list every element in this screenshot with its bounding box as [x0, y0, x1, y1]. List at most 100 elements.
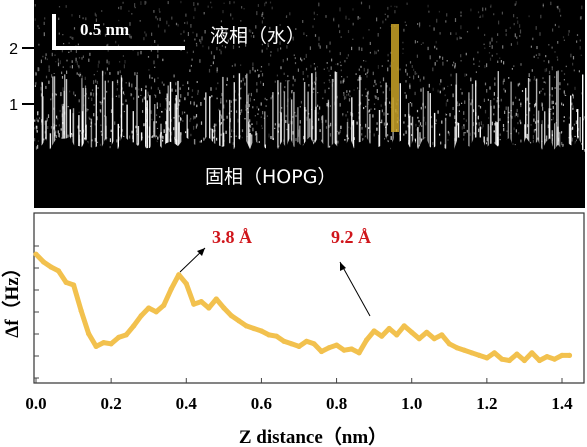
data-point	[273, 333, 280, 339]
data-point	[93, 343, 99, 349]
series-points	[33, 251, 573, 364]
x-tick-label: 0.6	[251, 394, 272, 413]
x-axis-ticks: 0.0 0.2 0.4 0.6 0.8 1.0 1.2 1.4	[25, 378, 573, 413]
afm-image-panel: 2 1 0.5 nm 液相（水） 固相（HOPG）	[9, 0, 586, 208]
data-point	[326, 345, 332, 351]
y-axis-label: Δf（Hz）	[0, 258, 23, 337]
solid-phase-region	[34, 136, 584, 208]
data-point	[566, 352, 573, 358]
data-point	[416, 336, 422, 342]
data-point	[183, 281, 189, 287]
highlight-marker	[391, 24, 399, 132]
data-point	[123, 332, 129, 338]
data-point	[131, 323, 137, 329]
data-point	[138, 313, 144, 319]
x-tick-label: 1.4	[551, 394, 573, 413]
data-point	[484, 355, 490, 361]
data-point	[198, 299, 204, 305]
y-tick-2-label: 2	[9, 41, 18, 58]
x-tick-label: 0.4	[176, 394, 198, 413]
annotation-arrow-2	[339, 261, 371, 317]
data-point	[401, 323, 407, 329]
data-point	[439, 332, 445, 338]
data-point	[469, 350, 475, 356]
data-point	[206, 305, 212, 311]
data-point	[491, 350, 497, 356]
data-point	[40, 259, 47, 265]
data-point	[243, 323, 249, 329]
y-axis-ticks	[34, 245, 39, 379]
data-point	[356, 350, 362, 356]
data-point	[409, 329, 415, 335]
x-tick-label: 0.2	[101, 394, 122, 413]
data-point	[476, 352, 482, 358]
data-point	[529, 350, 535, 356]
data-point	[371, 328, 377, 334]
data-point	[86, 331, 92, 337]
solid-phase-label: 固相（HOPG）	[205, 166, 336, 188]
data-point	[236, 318, 242, 324]
data-point	[303, 338, 310, 344]
x-tick-label: 0.0	[25, 394, 46, 413]
data-point	[394, 332, 400, 338]
data-point	[176, 272, 182, 278]
data-point	[153, 309, 159, 315]
data-point	[33, 251, 39, 257]
data-point	[213, 296, 219, 302]
data-point	[168, 286, 174, 292]
data-point	[364, 337, 370, 343]
data-point	[48, 264, 54, 270]
data-point	[228, 313, 234, 319]
data-point	[334, 342, 340, 348]
y-tick-1-label: 1	[9, 97, 18, 114]
data-point	[551, 356, 558, 362]
data-point	[341, 347, 347, 353]
data-point	[78, 308, 84, 314]
data-point	[514, 351, 520, 357]
data-point	[349, 346, 355, 352]
data-point	[296, 343, 302, 349]
data-point	[559, 352, 565, 358]
annotation-arrow-2-head	[340, 262, 346, 271]
data-point	[55, 268, 62, 274]
data-point	[221, 305, 227, 311]
data-point	[63, 279, 69, 285]
data-point	[536, 357, 543, 364]
data-point	[431, 336, 437, 342]
x-axis-label: Z distance（nm）	[239, 425, 387, 447]
data-point	[101, 340, 107, 346]
x-tick-label: 1.2	[476, 394, 497, 413]
df-chart: 0.0 0.2 0.4 0.6 0.8 1.0 1.2 1.4 3.8 Å 9.2 Å Δf（…	[0, 212, 585, 447]
data-point	[288, 341, 295, 347]
annotation-label-1: 3.8 Å	[212, 227, 252, 247]
data-point	[454, 345, 460, 351]
data-point	[266, 332, 272, 338]
data-point	[386, 325, 392, 332]
data-point	[108, 341, 114, 347]
data-point	[544, 354, 550, 360]
data-point	[521, 357, 528, 364]
data-point	[281, 338, 287, 344]
data-point	[379, 333, 385, 339]
data-point	[506, 357, 512, 364]
annotation-arrow-1-head	[197, 248, 205, 256]
data-point	[461, 347, 467, 353]
data-point	[161, 302, 167, 308]
data-point	[446, 341, 452, 347]
data-point	[258, 328, 264, 334]
x-tick-label: 1.0	[401, 394, 422, 413]
scale-bar-label: 0.5 nm	[80, 20, 129, 39]
data-point	[71, 282, 77, 288]
data-point	[318, 348, 325, 355]
data-point	[146, 305, 152, 311]
data-point	[424, 329, 430, 335]
data-point	[311, 341, 317, 347]
annotation-label-2: 9.2 Å	[331, 227, 371, 247]
liquid-phase-label: 液相（水）	[210, 25, 305, 47]
data-point	[499, 356, 505, 362]
scale-bar	[52, 14, 185, 50]
data-point	[191, 301, 197, 307]
x-tick-label: 0.8	[326, 394, 347, 413]
data-point	[116, 334, 122, 340]
